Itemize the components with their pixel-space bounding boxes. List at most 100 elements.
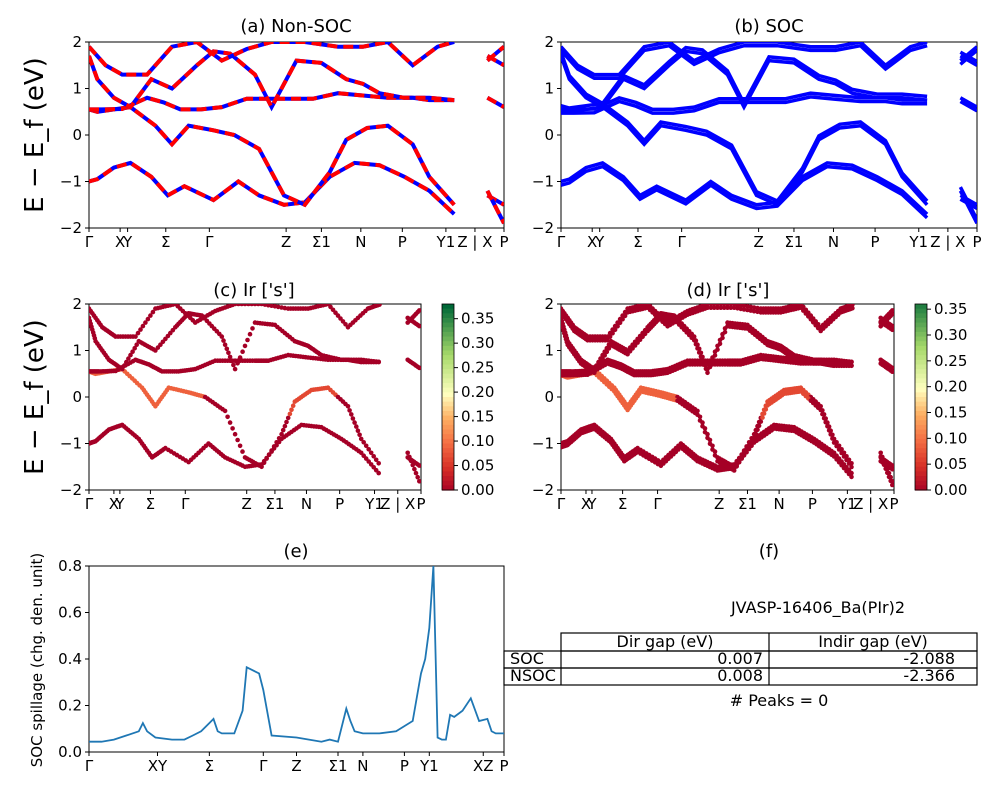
proj-point (415, 474, 421, 480)
x-tick-label: Z (242, 495, 252, 513)
proj-point (347, 408, 352, 413)
x-tick-label: Y1 (364, 495, 384, 513)
proj-point (850, 306, 855, 311)
x-tick-label: Z | X (930, 233, 965, 251)
proj-point (235, 437, 240, 443)
proj-point (695, 412, 700, 418)
colorbar-segment (442, 331, 454, 338)
colorbar-segment (442, 341, 454, 347)
proj-point (705, 370, 710, 376)
x-tick-label: P (416, 495, 425, 513)
proj-point (702, 429, 708, 435)
proj-point (269, 448, 274, 453)
proj-point (264, 456, 269, 461)
colorbar-segment (915, 327, 927, 333)
proj-point (828, 432, 833, 437)
colorbar-tick-label: 0.15 (934, 404, 967, 422)
proj-point (880, 458, 885, 463)
colorbar-segment (442, 401, 454, 407)
proj-point (134, 342, 139, 348)
proj-point (741, 451, 747, 457)
y-tick-label: 1 (544, 342, 554, 360)
x-tick-label: Y1 (837, 495, 857, 513)
table-cell: 0.008 (717, 666, 763, 685)
colorbar-segment (915, 466, 927, 472)
colorbar-tick-label: 0.20 (934, 378, 967, 396)
colorbar-segment (915, 406, 927, 412)
proj-point (354, 424, 359, 429)
x-tick-label: Y1 (436, 233, 456, 251)
proj-point (355, 428, 361, 434)
colorbar-tick-label: 0.15 (461, 408, 494, 426)
x-tick-label: P (808, 495, 817, 513)
proj-point (280, 427, 286, 433)
proj-point (119, 366, 125, 372)
proj-point (135, 330, 141, 336)
colorbar-segment (442, 313, 454, 319)
colorbar-segment (442, 471, 454, 477)
proj-point (124, 359, 129, 365)
x-tick-label: N (773, 495, 784, 513)
colorbar-tick-label: 0.00 (934, 481, 967, 499)
x-tick-label: N (301, 495, 312, 513)
proj-point (345, 404, 351, 409)
proj-point (237, 355, 243, 360)
colorbar-segment (442, 420, 454, 426)
colorbar-segment (442, 443, 454, 449)
x-tick-label: Y (122, 233, 133, 251)
x-tick-label: P (335, 495, 344, 513)
proj-point (890, 311, 894, 317)
colorbar-segment (915, 369, 927, 375)
x-tick-label: Y (594, 233, 605, 251)
plot-frame (88, 565, 505, 753)
x-tick-label: P (398, 233, 407, 251)
colorbar-segment (915, 373, 927, 379)
colorbar-segment (915, 424, 927, 431)
x-tick-label: P (871, 233, 880, 251)
proj-point (755, 427, 760, 433)
proj-point (126, 356, 131, 361)
proj-point (691, 338, 697, 343)
y-tick-label: 0.8 (58, 557, 82, 575)
proj-point (883, 466, 888, 472)
x-tick-label: Σ1 (328, 757, 347, 775)
x-tick-label: P (499, 757, 508, 775)
colorbar-segment (442, 387, 454, 393)
x-tick-label: Σ (205, 757, 214, 775)
colorbar-segment (915, 308, 927, 314)
proj-point (242, 343, 248, 349)
proj-point (282, 423, 288, 429)
colorbar-segment (915, 480, 927, 486)
proj-point (219, 334, 225, 339)
colorbar-segment (442, 359, 454, 366)
proj-point (140, 323, 146, 329)
panel-b-title: (b) SOC (734, 16, 803, 37)
colorbar-segment (915, 420, 927, 426)
colorbar-segment (442, 429, 454, 435)
proj-point (890, 467, 894, 472)
colorbar-segment (915, 387, 927, 393)
panel-c-title: (c) Ir ['s'] (213, 280, 294, 301)
proj-point (761, 411, 767, 416)
panel-a-title: (a) Non-SOC (240, 16, 351, 37)
x-tick-label: N (355, 233, 366, 251)
x-tick-label: Γ (653, 495, 662, 513)
proj-point (250, 326, 255, 331)
proj-point (890, 482, 894, 488)
proj-point (831, 440, 837, 445)
proj-point (844, 457, 849, 463)
colorbar-segment (442, 327, 454, 333)
x-tick-label: Z | X (853, 495, 888, 513)
colorbar-segment (442, 304, 454, 310)
x-tick-label: P (972, 233, 981, 251)
proj-point (712, 353, 718, 358)
proj-point (697, 418, 703, 423)
proj-point (148, 313, 153, 318)
proj-point (695, 346, 700, 351)
x-tick-label: Γ (259, 757, 268, 775)
proj-point (276, 436, 282, 441)
proj-point (413, 470, 419, 476)
proj-point (849, 474, 854, 480)
soc-band-line (561, 95, 977, 115)
panel-d-title: (d) Ir ['s'] (687, 280, 770, 301)
